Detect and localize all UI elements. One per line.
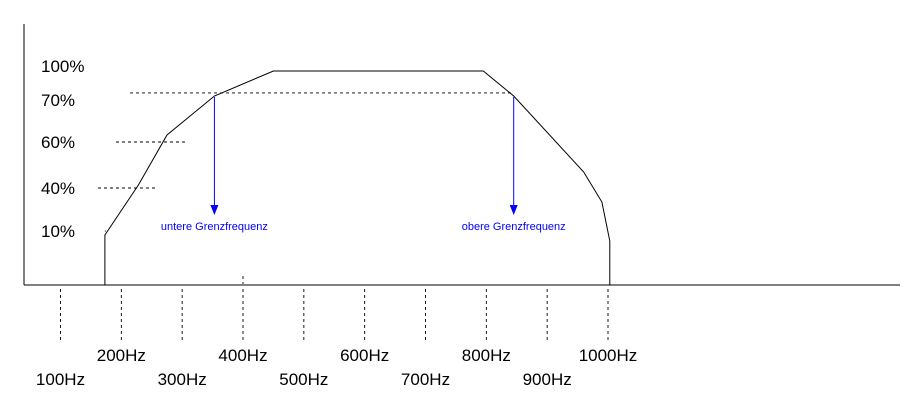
- x-tick-label-700: 700Hz: [401, 370, 450, 389]
- x-tick-label-200: 200Hz: [97, 346, 146, 365]
- annotation-label-1: untere Grenzfrequenz: [161, 221, 268, 233]
- y-level-label-40: 40%: [41, 179, 75, 198]
- response-curve: [105, 71, 610, 285]
- x-tick-label-100: 100Hz: [36, 370, 85, 389]
- x-tick-label-800: 800Hz: [462, 346, 511, 365]
- x-tick-label-600: 600Hz: [340, 346, 389, 365]
- annotation-arrow-head-2: [510, 205, 518, 215]
- y-level-label-10: 10%: [41, 222, 75, 241]
- y-level-label-100: 100%: [41, 57, 84, 76]
- x-tick-label-900: 900Hz: [523, 370, 572, 389]
- y-level-label-60: 60%: [41, 133, 75, 152]
- x-tick-label-1000: 1000Hz: [579, 346, 638, 365]
- y-level-label-70: 70%: [41, 91, 75, 110]
- x-tick-label-500: 500Hz: [279, 370, 328, 389]
- annotation-arrow-head-1: [210, 205, 218, 215]
- x-tick-label-300: 300Hz: [158, 370, 207, 389]
- x-tick-label-400: 400Hz: [218, 346, 267, 365]
- annotation-label-2: obere Grenzfrequenz: [462, 221, 566, 233]
